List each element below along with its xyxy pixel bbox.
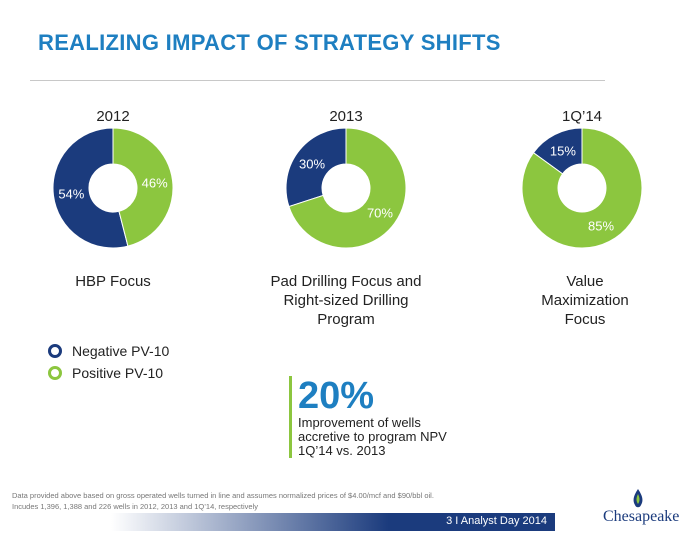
caption-1q14: Value Maximization Focus — [541, 273, 629, 328]
slice-label-negative: 54% — [58, 186, 84, 201]
chart-title-1q14: 1Q’14 — [561, 108, 603, 125]
callout: 20% Improvement of wells accretive to pr… — [289, 376, 468, 458]
slice-label-positive: 46% — [142, 176, 168, 191]
legend-label-positive: Positive PV-10 — [72, 365, 164, 381]
chart-title-2013: 2013 — [329, 108, 363, 125]
donut-chart-2013: 30% 70% — [286, 128, 406, 248]
legend-marker-positive — [48, 366, 62, 380]
slice-positive — [288, 128, 406, 248]
footnote-line-1: Data provided above based on gross opera… — [12, 491, 434, 500]
footnote: Data provided above based on gross opera… — [12, 490, 434, 512]
slice-label-negative: 30% — [299, 156, 325, 171]
chart-legend: Negative PV-10 Positive PV-10 — [48, 340, 169, 384]
caption-2013: Pad Drilling Focus and Right-sized Drill… — [270, 273, 422, 328]
title-divider — [30, 80, 605, 81]
slice-positive — [522, 128, 642, 248]
donut-chart-1q14: 15% 85% — [522, 128, 642, 248]
page-info: 3 I Analyst Day 2014 — [446, 515, 547, 527]
legend-item-positive: Positive PV-10 — [48, 362, 169, 384]
caption-2012: HBP Focus — [75, 273, 151, 290]
slice-label-positive: 70% — [367, 206, 393, 221]
donut-chart-2012: 54% 46% — [53, 128, 173, 248]
slice-label-positive: 85% — [588, 218, 614, 233]
slice-positive — [112, 128, 173, 247]
footer-bar: 3 I Analyst Day 2014 — [0, 513, 555, 531]
legend-label-negative: Negative PV-10 — [72, 343, 170, 359]
slice-negative — [53, 128, 129, 248]
legend-item-negative: Negative PV-10 — [48, 340, 169, 362]
page-title: REALIZING IMPACT OF STRATEGY SHIFTS — [38, 30, 501, 55]
callout-value: 20% — [298, 375, 375, 417]
legend-marker-negative — [48, 344, 62, 358]
logo-text: Chesapeake — [603, 508, 680, 525]
chesapeake-logo: Chesapeake — [583, 488, 693, 533]
callout-text: Improvement of wells accretive to progra… — [298, 415, 447, 458]
slice-label-negative: 15% — [550, 144, 576, 159]
slice-negative — [286, 128, 347, 208]
flame-icon — [633, 489, 643, 508]
footnote-line-2: Incudes 1,396, 1,388 and 226 wells in 20… — [12, 502, 259, 511]
chart-title-2012: 2012 — [96, 108, 130, 125]
